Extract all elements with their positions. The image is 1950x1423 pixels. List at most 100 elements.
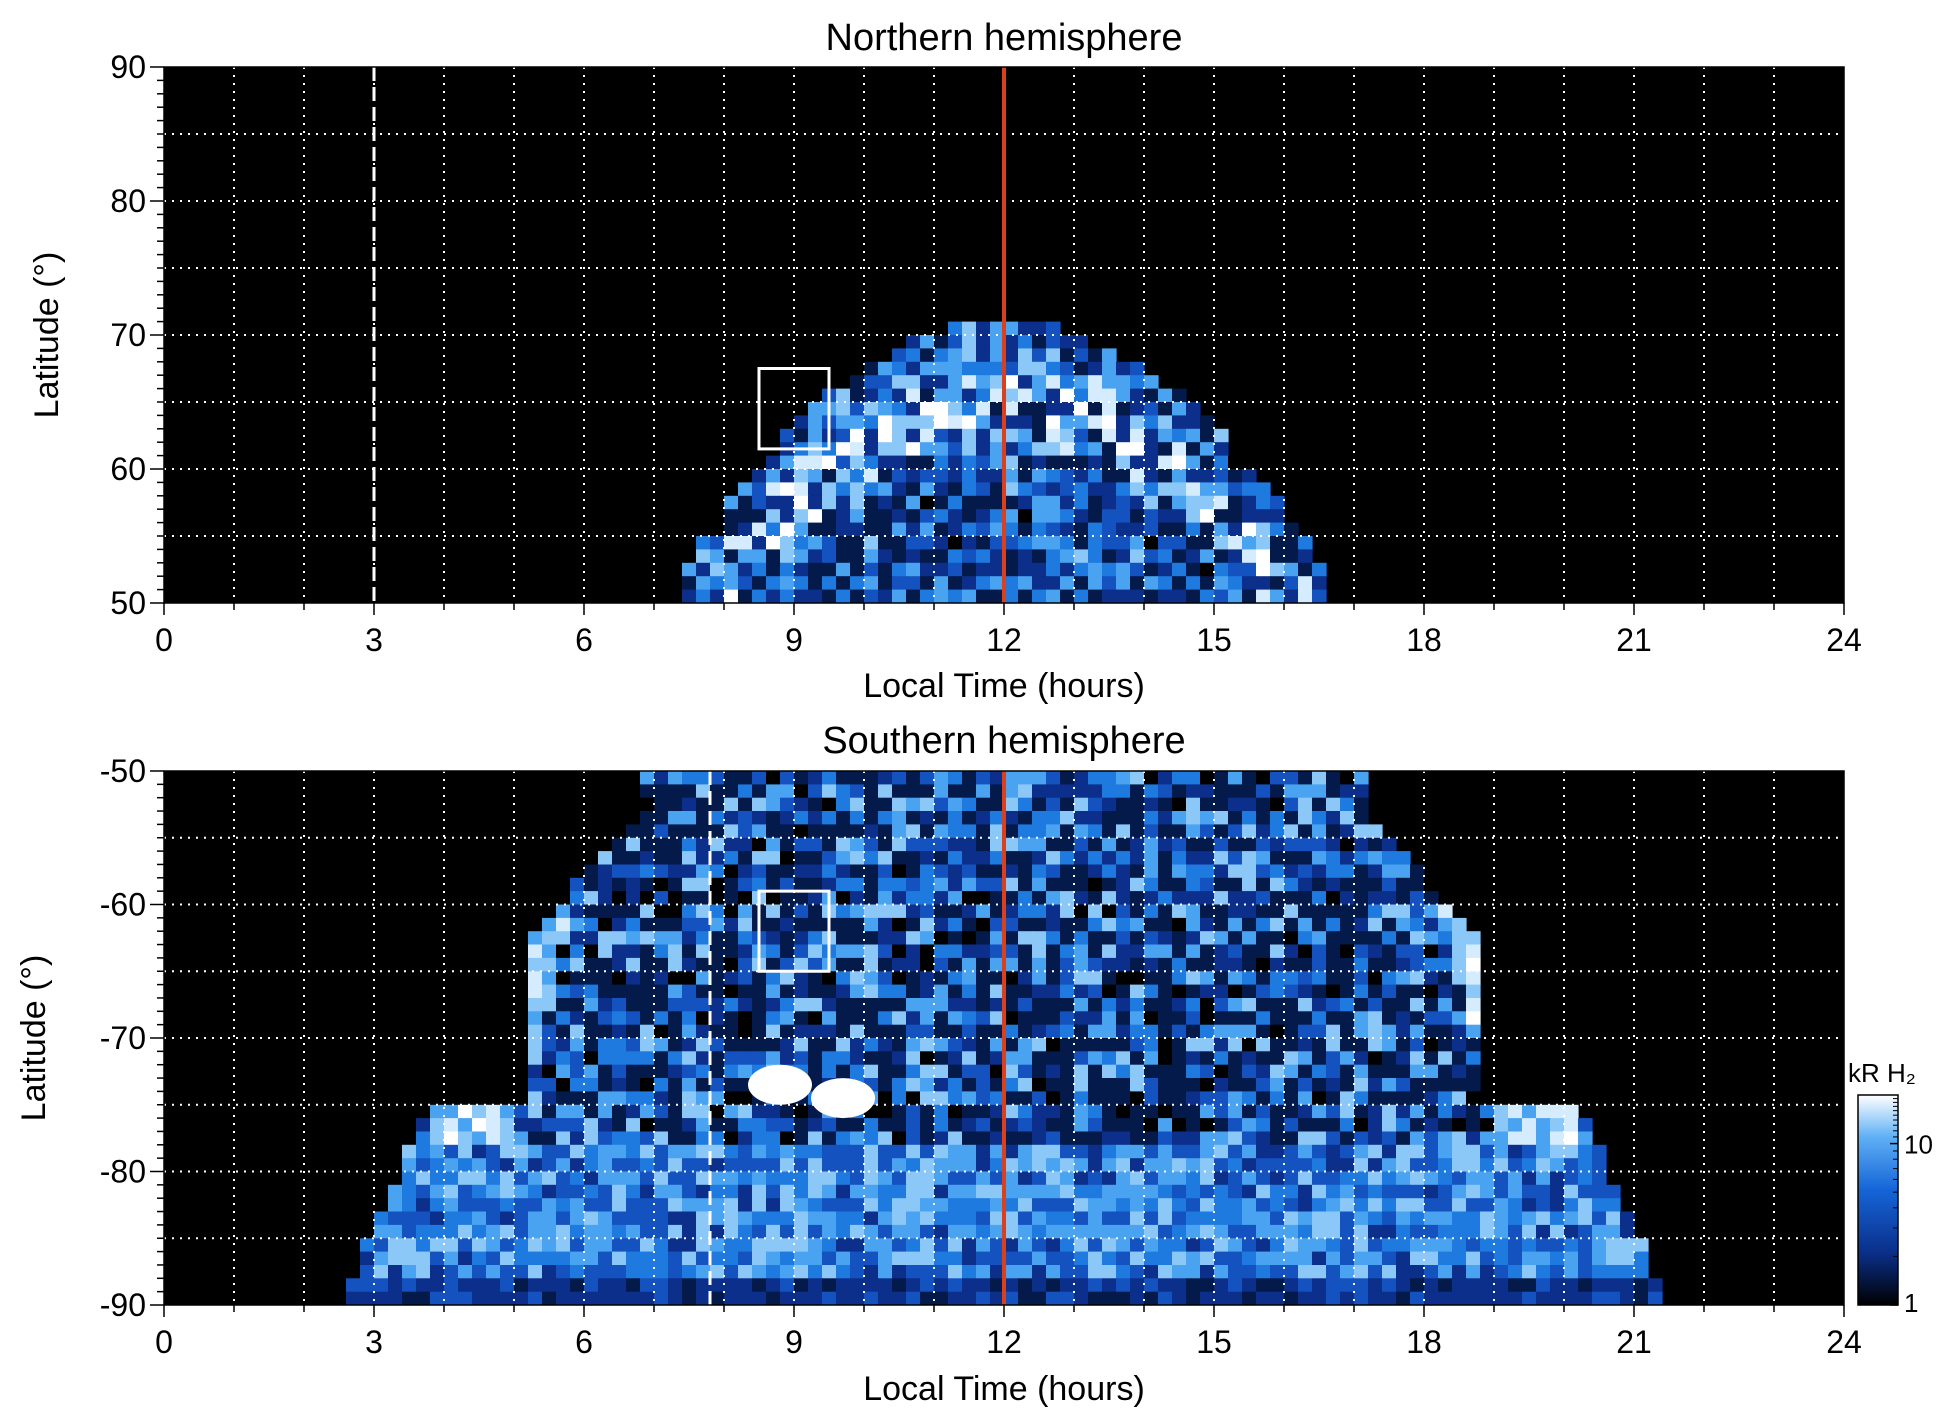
- south-heat-cell: [1228, 1291, 1243, 1305]
- south-heat-cell: [402, 1238, 417, 1253]
- north-heat-cell: [752, 482, 767, 497]
- south-heat-cell: [1004, 917, 1019, 932]
- south-heat-cell: [626, 1278, 641, 1293]
- south-heat-cell: [1060, 1131, 1075, 1146]
- south-heat-cell: [878, 837, 893, 852]
- south-heat-cell: [962, 1024, 977, 1039]
- south-heat-cell: [458, 1238, 473, 1253]
- south-heat-cell: [1424, 998, 1439, 1012]
- south-heat-cell: [1144, 1251, 1159, 1266]
- north-heat-cell: [1172, 536, 1187, 550]
- south-heat-cell: [1102, 1278, 1117, 1293]
- north-heat-cell: [766, 522, 781, 537]
- north-heat-cell: [906, 509, 921, 524]
- south-heat-cell: [934, 1211, 949, 1226]
- south-heat-cell: [640, 1224, 655, 1239]
- south-heat-cell: [766, 1144, 781, 1159]
- south-heat-cell: [500, 1238, 515, 1253]
- south-heat-cell: [1410, 944, 1425, 959]
- south-heat-cell: [1284, 1171, 1299, 1186]
- south-heat-cell: [542, 1265, 557, 1279]
- south-heat-cell: [1494, 1158, 1509, 1173]
- north-heat-cell: [1046, 576, 1061, 591]
- south-heat-cell: [1088, 971, 1103, 986]
- south-heat-cell: [1158, 797, 1173, 812]
- south-heat-cell: [1060, 784, 1075, 799]
- north-heat-cell: [878, 469, 893, 483]
- south-heat-cell: [948, 917, 963, 932]
- south-heat-cell: [1256, 1158, 1271, 1173]
- south-heat-cell: [1018, 851, 1033, 865]
- south-heat-cell: [1354, 1131, 1369, 1146]
- south-heat-cell: [934, 1224, 949, 1239]
- south-heat-cell: [962, 1278, 977, 1293]
- south-heat-cell: [1284, 1024, 1299, 1039]
- south-heat-cell: [556, 1131, 571, 1146]
- north-heat-cell: [1144, 428, 1159, 443]
- north-heat-cell: [920, 562, 935, 577]
- south-heat-cell: [612, 1064, 627, 1079]
- south-heat-cell: [892, 1198, 907, 1213]
- south-heat-cell: [640, 1131, 655, 1146]
- south-heat-cell: [1270, 1131, 1285, 1146]
- south-heat-cell: [556, 1171, 571, 1186]
- north-heat-cell: [906, 589, 921, 603]
- south-heat-cell: [1060, 1224, 1075, 1239]
- south-heat-cell: [724, 1024, 739, 1039]
- south-heat-cell: [1438, 1278, 1453, 1293]
- south-heat-cell: [668, 1251, 683, 1266]
- south-heat-cell: [780, 851, 795, 865]
- north-heat-cell: [1256, 536, 1271, 550]
- south-heat-cell: [724, 904, 739, 919]
- south-heat-cell: [668, 957, 683, 972]
- south-heat-cell: [1074, 1078, 1089, 1092]
- south-heat-cell: [1116, 1038, 1131, 1052]
- south-heat-cell: [1326, 1078, 1341, 1092]
- south-heat-cell: [836, 1131, 851, 1146]
- south-heat-cell: [976, 1238, 991, 1253]
- south-heat-cell: [668, 1158, 683, 1173]
- north-heat-cell: [1130, 509, 1145, 524]
- north-heat-cell: [682, 576, 697, 591]
- south-heat-cell: [682, 1131, 697, 1146]
- south-heat-cell: [1242, 1238, 1257, 1253]
- south-heat-cell: [654, 891, 669, 905]
- south-heat-cell: [1578, 1251, 1593, 1266]
- north-y-tick-label: 60: [110, 451, 146, 487]
- south-heat-cell: [1256, 984, 1271, 999]
- north-heat-cell: [1116, 482, 1131, 497]
- south-heat-cell: [738, 1238, 753, 1253]
- south-heat-cell: [1060, 824, 1075, 839]
- south-heat-cell: [402, 1278, 417, 1293]
- south-heat-cell: [892, 1144, 907, 1159]
- south-heat-cell: [570, 957, 585, 972]
- north-heat-cell: [794, 589, 809, 603]
- south-heat-cell: [1158, 1131, 1173, 1146]
- south-heat-cell: [1410, 1198, 1425, 1213]
- south-heat-cell: [1312, 1118, 1327, 1132]
- south-heat-cell: [1102, 1078, 1117, 1092]
- south-heat-cell: [850, 984, 865, 999]
- south-heat-cell: [794, 1038, 809, 1052]
- north-heat-cell: [920, 375, 935, 390]
- south-heat-cell: [836, 1064, 851, 1079]
- south-heat-cell: [1340, 1171, 1355, 1186]
- north-heat-cell: [1046, 509, 1061, 524]
- south-heat-cell: [584, 998, 599, 1012]
- south-heat-cell: [1312, 864, 1327, 879]
- south-heat-cell: [1494, 1104, 1509, 1119]
- north-heat-cell: [934, 522, 949, 537]
- south-heat-cell: [710, 837, 725, 852]
- south-heat-cell: [1256, 931, 1271, 946]
- south-heat-cell: [402, 1291, 417, 1305]
- south-heat-cell: [612, 904, 627, 919]
- south-heat-cell: [1228, 1265, 1243, 1279]
- south-heat-cell: [1270, 957, 1285, 972]
- south-heat-cell: [1438, 1024, 1453, 1039]
- south-heat-cell: [822, 837, 837, 852]
- south-heat-cell: [962, 1251, 977, 1266]
- north-heat-cell: [1228, 549, 1243, 564]
- south-heat-cell: [668, 811, 683, 825]
- south-heat-cell: [1074, 864, 1089, 879]
- south-heat-cell: [1116, 797, 1131, 812]
